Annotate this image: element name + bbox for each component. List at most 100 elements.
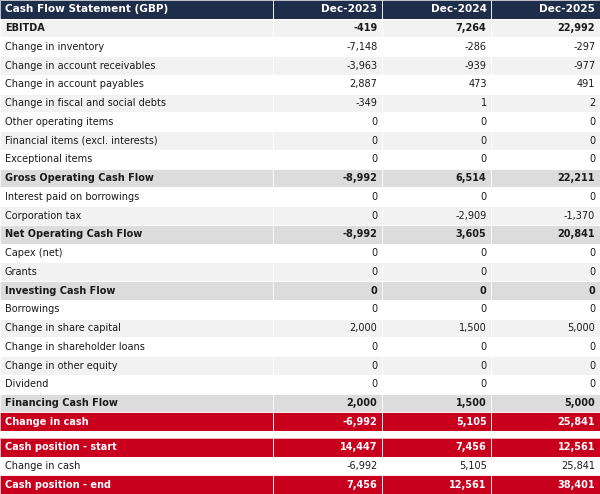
- Bar: [382, 356, 491, 375]
- Bar: [0, 131, 273, 150]
- Text: -349: -349: [356, 98, 377, 108]
- Bar: [491, 188, 600, 206]
- Bar: [273, 337, 382, 356]
- Bar: [0, 412, 273, 431]
- Bar: [273, 206, 382, 225]
- Text: 7,456: 7,456: [347, 480, 377, 490]
- Bar: [382, 94, 491, 113]
- Bar: [382, 412, 491, 431]
- Bar: [273, 475, 382, 494]
- Text: 0: 0: [371, 248, 377, 258]
- Text: 1,500: 1,500: [459, 323, 487, 333]
- Bar: [491, 56, 600, 75]
- Text: -6,992: -6,992: [346, 461, 377, 471]
- Bar: [273, 319, 382, 337]
- Bar: [491, 281, 600, 300]
- Bar: [382, 19, 491, 38]
- Text: Dec-2023: Dec-2023: [322, 4, 377, 14]
- Text: 0: 0: [371, 304, 377, 314]
- Text: Financial items (excl. interests): Financial items (excl. interests): [5, 136, 157, 146]
- Bar: [382, 206, 491, 225]
- Text: 20,841: 20,841: [557, 229, 595, 240]
- Bar: [0, 319, 273, 337]
- Text: -2,909: -2,909: [455, 210, 487, 221]
- Text: 0: 0: [589, 379, 595, 389]
- Bar: [273, 438, 382, 456]
- Bar: [273, 300, 382, 319]
- Text: 7,264: 7,264: [456, 23, 487, 33]
- Bar: [273, 150, 382, 169]
- Text: 0: 0: [481, 192, 487, 202]
- Bar: [382, 0, 491, 19]
- Bar: [382, 188, 491, 206]
- Bar: [382, 262, 491, 281]
- Bar: [0, 444, 273, 450]
- Bar: [0, 300, 273, 319]
- Bar: [491, 438, 600, 456]
- Text: -6,992: -6,992: [343, 417, 377, 427]
- Bar: [382, 394, 491, 412]
- Text: -3,963: -3,963: [346, 61, 377, 71]
- Bar: [491, 475, 600, 494]
- Bar: [0, 475, 273, 494]
- Bar: [491, 444, 600, 450]
- Bar: [0, 113, 273, 131]
- Bar: [382, 337, 491, 356]
- Text: 0: 0: [481, 379, 487, 389]
- Text: 0: 0: [371, 379, 377, 389]
- Text: EBITDA: EBITDA: [5, 23, 44, 33]
- Bar: [491, 19, 600, 38]
- Bar: [491, 394, 600, 412]
- Bar: [491, 319, 600, 337]
- Bar: [382, 319, 491, 337]
- Text: 0: 0: [589, 342, 595, 352]
- Text: 0: 0: [481, 361, 487, 370]
- Bar: [273, 0, 382, 19]
- Bar: [491, 375, 600, 394]
- Bar: [0, 188, 273, 206]
- Text: 0: 0: [589, 286, 595, 295]
- Bar: [273, 169, 382, 188]
- Bar: [491, 94, 600, 113]
- Bar: [0, 412, 273, 431]
- Bar: [491, 356, 600, 375]
- Bar: [491, 225, 600, 244]
- Bar: [382, 281, 491, 300]
- Bar: [491, 456, 600, 475]
- Bar: [0, 375, 273, 394]
- Text: 0: 0: [371, 286, 377, 295]
- Bar: [491, 131, 600, 150]
- Bar: [382, 169, 491, 188]
- Text: 7,456: 7,456: [456, 442, 487, 452]
- Bar: [0, 131, 273, 150]
- Bar: [491, 438, 600, 456]
- Text: Change in inventory: Change in inventory: [5, 42, 104, 52]
- Bar: [273, 113, 382, 131]
- Bar: [0, 356, 273, 375]
- Bar: [0, 188, 273, 206]
- Bar: [0, 475, 273, 494]
- Text: -8,992: -8,992: [343, 173, 377, 183]
- Bar: [0, 300, 273, 319]
- Bar: [491, 38, 600, 56]
- Text: 0: 0: [589, 267, 595, 277]
- Text: 2,887: 2,887: [350, 80, 377, 89]
- Bar: [491, 337, 600, 356]
- Bar: [273, 319, 382, 337]
- Bar: [382, 337, 491, 356]
- Text: 0: 0: [589, 154, 595, 165]
- Bar: [0, 0, 273, 19]
- Text: 5,105: 5,105: [459, 461, 487, 471]
- Bar: [491, 319, 600, 337]
- Bar: [491, 375, 600, 394]
- Text: Change in cash: Change in cash: [5, 461, 80, 471]
- Bar: [273, 356, 382, 375]
- Bar: [273, 281, 382, 300]
- Bar: [0, 206, 273, 225]
- Text: Investing Cash Flow: Investing Cash Flow: [5, 286, 115, 295]
- Bar: [273, 225, 382, 244]
- Text: 0: 0: [481, 342, 487, 352]
- Bar: [273, 475, 382, 494]
- Bar: [273, 56, 382, 75]
- Bar: [382, 438, 491, 456]
